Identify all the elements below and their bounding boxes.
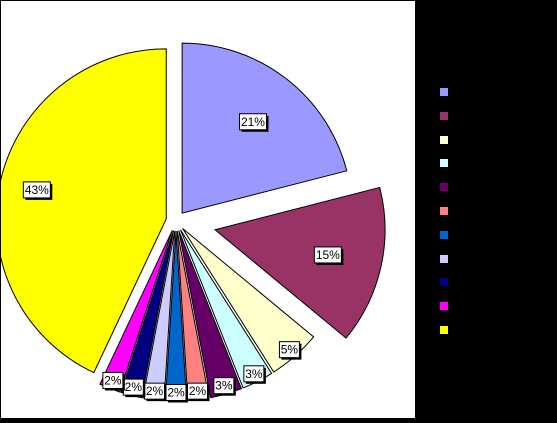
legend-swatch <box>439 253 449 264</box>
slice-data-label: 5% <box>278 341 302 360</box>
slice-data-label: 21% <box>238 113 269 132</box>
legend-swatch <box>439 229 449 240</box>
slice-data-label-text: 3% <box>245 367 263 381</box>
legend-swatch <box>439 301 449 312</box>
slice-data-label-text: 2% <box>104 373 122 387</box>
slice-data-label: 3% <box>213 377 236 396</box>
slice-data-label: 43% <box>22 181 53 200</box>
legend-swatch <box>439 158 449 169</box>
pie-slice <box>0 48 167 374</box>
slice-data-label-text: 21% <box>241 115 265 129</box>
slice-data-label-text: 5% <box>281 343 299 357</box>
slice-data-label-text: 2% <box>167 386 185 400</box>
slice-data-label-text: 2% <box>125 380 143 394</box>
legend-swatch <box>439 325 449 335</box>
legend <box>420 1 556 418</box>
slice-data-label-text: 43% <box>25 183 49 197</box>
slice-data-label: 2% <box>122 378 146 398</box>
legend-swatch <box>439 182 449 193</box>
slice-data-label-text: 2% <box>146 384 164 398</box>
pie-chart: 21%15%5%3%3%2%2%2%2%2%43% <box>0 42 386 403</box>
slice-data-label-text: 2% <box>189 384 207 398</box>
slice-data-label-text: 15% <box>316 248 340 262</box>
legend-swatch <box>439 110 449 121</box>
slice-data-label: 2% <box>186 382 210 402</box>
plot-area: 21% 15% 5% 3% 3% 2% 2% 2% 2% 2% 43% <box>0 1 415 418</box>
slice-data-label: 2% <box>165 384 188 403</box>
slice-data-label: 15% <box>313 246 344 265</box>
legend-swatch <box>439 277 449 288</box>
slice-data-label: 2% <box>102 371 125 391</box>
pie-slice <box>213 186 386 339</box>
legend-swatch <box>439 134 449 145</box>
legend-swatch <box>439 87 449 97</box>
slice-data-label-text: 3% <box>215 379 233 393</box>
slice-data-label: 2% <box>144 382 167 402</box>
legend-swatch <box>439 206 449 216</box>
slice-data-label: 3% <box>243 365 266 384</box>
